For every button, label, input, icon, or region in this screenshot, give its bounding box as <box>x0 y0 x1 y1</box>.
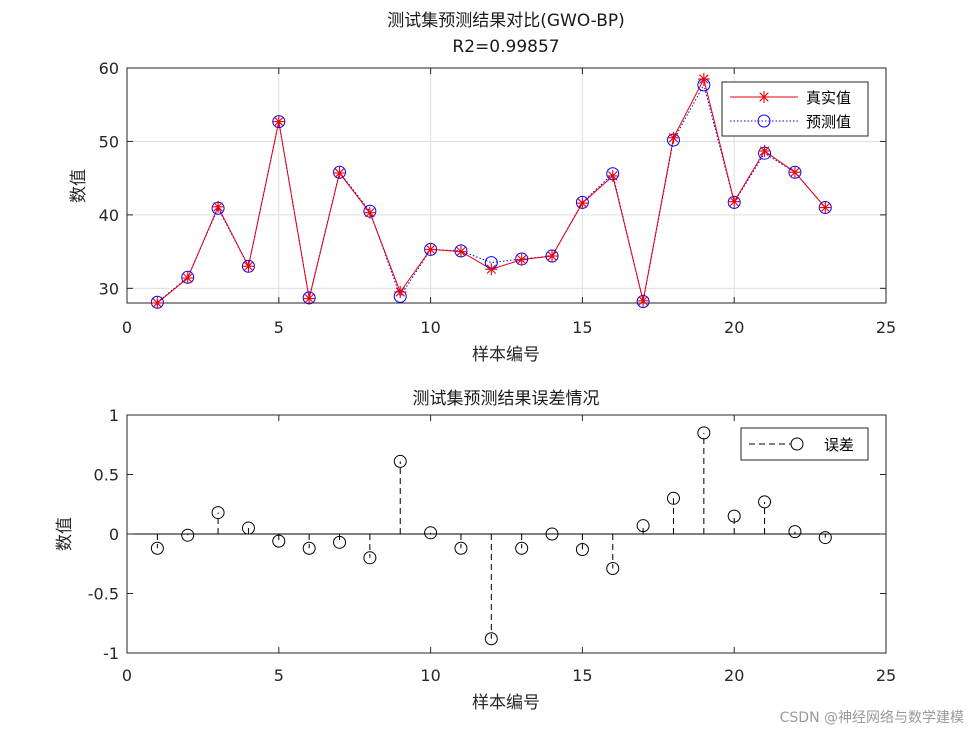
top-chart-title: 测试集预测结果对比(GWO-BP) <box>387 11 625 31</box>
legend-label-预测值: 预测值 <box>806 113 851 131</box>
bottom-ticks: 0 5 10 15 20 25 -1 -0.5 0 0.5 1 <box>88 406 896 685</box>
point-真实值 <box>606 169 619 182</box>
bottom-x-tick-label: 5 <box>274 666 284 685</box>
point-误差 <box>666 491 680 505</box>
point-真实值 <box>394 285 407 298</box>
bottom-series <box>150 426 832 646</box>
top-plot-area <box>126 67 887 304</box>
point-真实值 <box>728 195 741 208</box>
top-y-tick-label: 40 <box>99 206 119 225</box>
legend-label-误差: 误差 <box>824 436 854 454</box>
point-误差 <box>636 519 650 533</box>
top-subplot: 0 5 10 15 20 25 30 40 50 60 测试集预测结果对比(GWO-BP) R2=… <box>69 11 896 365</box>
point-真实值 <box>333 167 346 180</box>
top-x-tick-label: 25 <box>876 318 896 337</box>
point-真实值 <box>788 166 801 179</box>
point-真实值 <box>485 263 498 276</box>
point-真实值 <box>151 297 164 309</box>
top-legend-items <box>730 91 798 128</box>
point-误差 <box>333 535 347 549</box>
legend-marker-预测值 <box>757 114 771 128</box>
point-真实值 <box>819 201 832 214</box>
top-x-tick-label: 20 <box>724 318 744 337</box>
top-x-tick-label: 15 <box>572 318 592 337</box>
top-y-tick-label: 60 <box>99 59 119 78</box>
point-真实值 <box>212 200 225 213</box>
point-真实值 <box>242 260 255 273</box>
bottom-y-axis-label: 数值 <box>55 517 75 551</box>
point-误差 <box>211 506 225 520</box>
point-误差 <box>575 542 589 556</box>
top-y-tick-label: 50 <box>99 132 119 151</box>
bottom-x-tick-label: 0 <box>122 666 132 685</box>
legend-marker-真实值 <box>758 91 770 103</box>
point-误差 <box>181 528 195 542</box>
point-真实值 <box>272 115 285 128</box>
point-真实值 <box>363 206 376 219</box>
bottom-chart-title: 测试集预测结果误差情况 <box>413 389 600 409</box>
point-误差 <box>393 454 407 468</box>
point-误差 <box>727 509 741 523</box>
bottom-legend: 误差 <box>740 427 869 461</box>
point-真实值 <box>515 253 528 266</box>
point-误差 <box>241 521 255 535</box>
bottom-y-tick-label: 1 <box>109 406 119 425</box>
bottom-subplot: 0 5 10 15 20 25 -1 -0.5 0 0.5 1 测试集预测结果误差情况 样本编号 数… <box>55 389 896 713</box>
top-x-tick-label: 5 <box>274 318 284 337</box>
watermark: CSDN @神经网络与数学建模 <box>780 710 964 726</box>
point-误差 <box>424 526 438 540</box>
bottom-x-tick-label: 10 <box>420 666 440 685</box>
point-误差 <box>272 534 286 548</box>
bottom-legend-items <box>749 437 804 451</box>
top-legend: 真实值 预测值 <box>721 81 869 137</box>
bottom-x-axis-label: 样本编号 <box>472 693 540 713</box>
point-真实值 <box>181 272 194 285</box>
bottom-y-tick-label: -1 <box>103 644 119 663</box>
top-y-tick-label: 30 <box>99 279 119 298</box>
point-真实值 <box>424 243 437 256</box>
top-x-tick-label: 0 <box>122 318 132 337</box>
legend-label-真实值: 真实值 <box>806 89 851 107</box>
bottom-x-tick-label: 15 <box>572 666 592 685</box>
bottom-y-tick-label: 0.5 <box>94 466 119 485</box>
top-y-axis-label: 数值 <box>69 169 89 203</box>
point-真实值 <box>576 197 589 210</box>
point-误差 <box>302 541 316 555</box>
top-ticks: 0 5 10 15 20 25 30 40 50 60 <box>99 59 897 337</box>
bottom-x-tick-label: 25 <box>876 666 896 685</box>
point-误差 <box>363 551 377 565</box>
point-真实值 <box>637 294 650 307</box>
point-误差 <box>545 527 559 541</box>
bottom-y-tick-label: -0.5 <box>88 585 119 604</box>
point-误差 <box>606 562 620 576</box>
point-真实值 <box>697 73 710 86</box>
point-误差 <box>484 632 498 646</box>
point-真实值 <box>454 245 467 258</box>
point-真实值 <box>758 144 771 157</box>
legend-marker-误差 <box>790 437 804 451</box>
point-误差 <box>697 426 711 440</box>
point-误差 <box>788 525 802 539</box>
top-x-axis-label: 样本编号 <box>472 345 540 365</box>
top-chart-subtitle: R2=0.99857 <box>452 37 559 57</box>
point-误差 <box>818 531 832 545</box>
point-误差 <box>150 541 164 555</box>
top-legend-box <box>721 81 869 137</box>
point-真实值 <box>546 250 559 262</box>
point-误差 <box>454 541 468 555</box>
point-真实值 <box>303 292 316 305</box>
top-x-tick-label: 10 <box>420 318 440 337</box>
point-真实值 <box>667 131 680 144</box>
point-误差 <box>515 541 529 555</box>
bottom-x-tick-label: 20 <box>724 666 744 685</box>
top-series <box>150 73 832 309</box>
point-误差 <box>758 495 772 509</box>
bottom-y-tick-label: 0 <box>109 525 119 544</box>
